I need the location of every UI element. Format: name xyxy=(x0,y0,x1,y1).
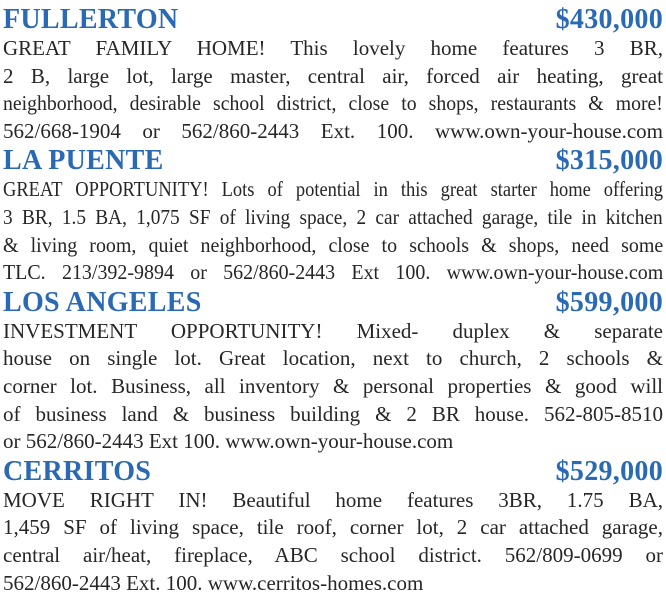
listing-price: $315,000 xyxy=(555,145,663,177)
listing-header: LOS ANGELES $599,000 xyxy=(3,287,663,318)
listing-text-line: 2 B, large lot, large master, central ai… xyxy=(3,63,663,88)
listing-text-line: GREAT FAMILY HOME! This lovely home feat… xyxy=(3,36,663,60)
listing-cerritos: CERRITOS $529,000 MOVE RIGHT IN! Beautif… xyxy=(3,456,663,597)
listing-city: CERRITOS xyxy=(3,455,152,487)
listing-los-angeles: LOS ANGELES $599,000 INVESTMENT OPPORTUN… xyxy=(3,287,663,456)
listing-price: $529,000 xyxy=(555,455,663,487)
listing-text-line: 3 BR, 1.5 BA, 1,075 SF of living space, … xyxy=(3,204,663,229)
listing-text-line: central air/heat, fireplace, ABC school … xyxy=(3,542,663,567)
listing-text-line: corner lot. Business, all inventory & pe… xyxy=(3,373,663,398)
listing-price: $599,000 xyxy=(555,286,663,318)
listing-text-line: INVESTMENT OPPORTUNITY! Mixed- duplex & … xyxy=(3,318,663,343)
real-estate-listings-page: FULLERTON $430,000 GREAT FAMILY HOME! Th… xyxy=(3,4,663,597)
listing-contact-line: 562/860-2443 Ext. 100. www.cerritos-home… xyxy=(3,570,424,595)
listing-header: CERRITOS $529,000 xyxy=(3,456,663,487)
listing-text-line: GREAT OPPORTUNITY! Lots of potential in … xyxy=(3,177,663,202)
listing-text-line: neighborhood, desirable school district,… xyxy=(3,91,663,116)
listing-city: LA PUENTE xyxy=(3,145,164,177)
listing-city: LOS ANGELES xyxy=(3,286,202,318)
listing-price: $430,000 xyxy=(555,4,663,35)
listing-contact-line: TLC. 213/392-9894 or 562/860-2443 Ext 10… xyxy=(3,260,664,285)
listing-text-line: of business land & business building & 2… xyxy=(3,401,663,426)
listing-text-line: 1,459 SF of living space, tile roof, cor… xyxy=(3,515,663,540)
listing-header: FULLERTON $430,000 xyxy=(3,4,663,35)
listing-contact-line: 562/668-1904 or 562/860-2443 Ext. 100. w… xyxy=(3,118,663,143)
listing-text-line: house on single lot. Great location, nex… xyxy=(3,346,663,371)
listing-city: FULLERTON xyxy=(3,4,179,35)
listing-la-puente: LA PUENTE $315,000 GREAT OPPORTUNITY! Lo… xyxy=(3,145,663,286)
listing-contact-line: or 562/860-2443 Ext 100. www.own-your-ho… xyxy=(3,429,454,454)
listing-header: LA PUENTE $315,000 xyxy=(3,145,663,176)
listing-text-line: & living room, quiet neighborhood, close… xyxy=(3,232,664,257)
listing-text-line: MOVE RIGHT IN! Beautiful home features 3… xyxy=(3,487,663,512)
listing-fullerton: FULLERTON $430,000 GREAT FAMILY HOME! Th… xyxy=(3,4,663,145)
